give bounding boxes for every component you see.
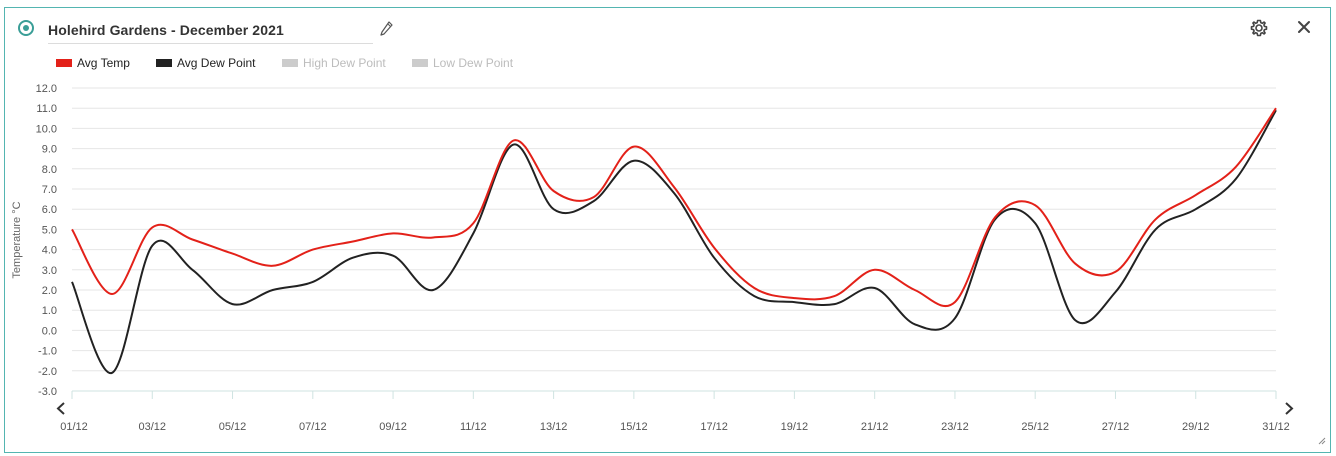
x-tick-label: 17/12 bbox=[700, 421, 728, 433]
series-line-avg-temp[interactable] bbox=[71, 107, 1277, 308]
resize-handle-icon[interactable] bbox=[1318, 437, 1326, 445]
y-tick-label: 2.0 bbox=[42, 285, 57, 297]
chart-title-field[interactable]: Holehird Gardens - December 2021 bbox=[48, 19, 373, 44]
pencil-icon[interactable] bbox=[379, 21, 393, 37]
y-tick-label: 5.0 bbox=[42, 224, 57, 236]
x-tick-label: 29/12 bbox=[1182, 421, 1210, 433]
x-tick-label: 09/12 bbox=[379, 421, 407, 433]
y-tick-label: 10.0 bbox=[36, 123, 57, 135]
x-tick-label: 07/12 bbox=[299, 421, 327, 433]
y-tick-label: 9.0 bbox=[42, 144, 57, 156]
y-tick-label: 6.0 bbox=[42, 204, 57, 216]
legend-label: Avg Temp bbox=[77, 56, 130, 70]
x-tick-label: 05/12 bbox=[219, 421, 247, 433]
y-tick-label: 7.0 bbox=[42, 184, 57, 196]
legend-swatch bbox=[156, 58, 172, 67]
x-tick-label: 11/12 bbox=[460, 421, 487, 433]
x-tick-label: 25/12 bbox=[1021, 421, 1049, 433]
x-tick-label: 23/12 bbox=[941, 421, 969, 433]
chart-panel bbox=[4, 7, 1331, 453]
y-axis-label: Temperature °C bbox=[11, 201, 23, 278]
y-tick-label: 1.0 bbox=[42, 305, 57, 317]
x-tick-label: 21/12 bbox=[861, 421, 889, 433]
radio-dot-icon[interactable] bbox=[18, 20, 34, 36]
legend-item-avg-dew-point[interactable]: Avg Dew Point bbox=[156, 55, 256, 71]
x-tick-label: 03/12 bbox=[139, 421, 167, 433]
y-tick-label: 12.0 bbox=[36, 83, 57, 95]
series-line-avg-dew-point[interactable] bbox=[71, 109, 1277, 374]
legend-item-low-dew-point[interactable]: Low Dew Point bbox=[412, 55, 513, 71]
x-tick-label: 19/12 bbox=[781, 421, 809, 433]
close-icon[interactable] bbox=[1296, 19, 1312, 35]
y-tick-label: -1.0 bbox=[38, 346, 57, 358]
chart-title: Holehird Gardens - December 2021 bbox=[48, 22, 284, 38]
x-tick-label: 01/12 bbox=[60, 421, 88, 433]
legend-label: Avg Dew Point bbox=[177, 56, 256, 70]
y-tick-label: -3.0 bbox=[38, 386, 57, 398]
legend-swatch bbox=[282, 58, 298, 67]
chevron-left-icon[interactable] bbox=[56, 402, 65, 415]
y-tick-label: -2.0 bbox=[38, 366, 57, 378]
legend-item-avg-temp[interactable]: Avg Temp bbox=[56, 55, 130, 71]
x-tick-label: 27/12 bbox=[1102, 421, 1130, 433]
legend-swatch bbox=[412, 58, 428, 67]
legend-item-high-dew-point[interactable]: High Dew Point bbox=[282, 55, 386, 71]
y-tick-label: 11.0 bbox=[36, 103, 57, 115]
legend-label: Low Dew Point bbox=[433, 56, 514, 70]
x-tick-label: 31/12 bbox=[1262, 421, 1290, 433]
gear-icon[interactable] bbox=[1249, 18, 1269, 38]
y-tick-label: 3.0 bbox=[42, 265, 57, 277]
y-tick-label: 8.0 bbox=[42, 164, 57, 176]
y-tick-label: 4.0 bbox=[42, 245, 57, 257]
chevron-right-icon[interactable] bbox=[1285, 402, 1294, 415]
legend-label: High Dew Point bbox=[303, 56, 386, 70]
x-tick-label: 15/12 bbox=[620, 421, 648, 433]
legend-swatch bbox=[56, 58, 72, 67]
x-tick-label: 13/12 bbox=[540, 421, 568, 433]
y-tick-label: 0.0 bbox=[42, 325, 57, 337]
